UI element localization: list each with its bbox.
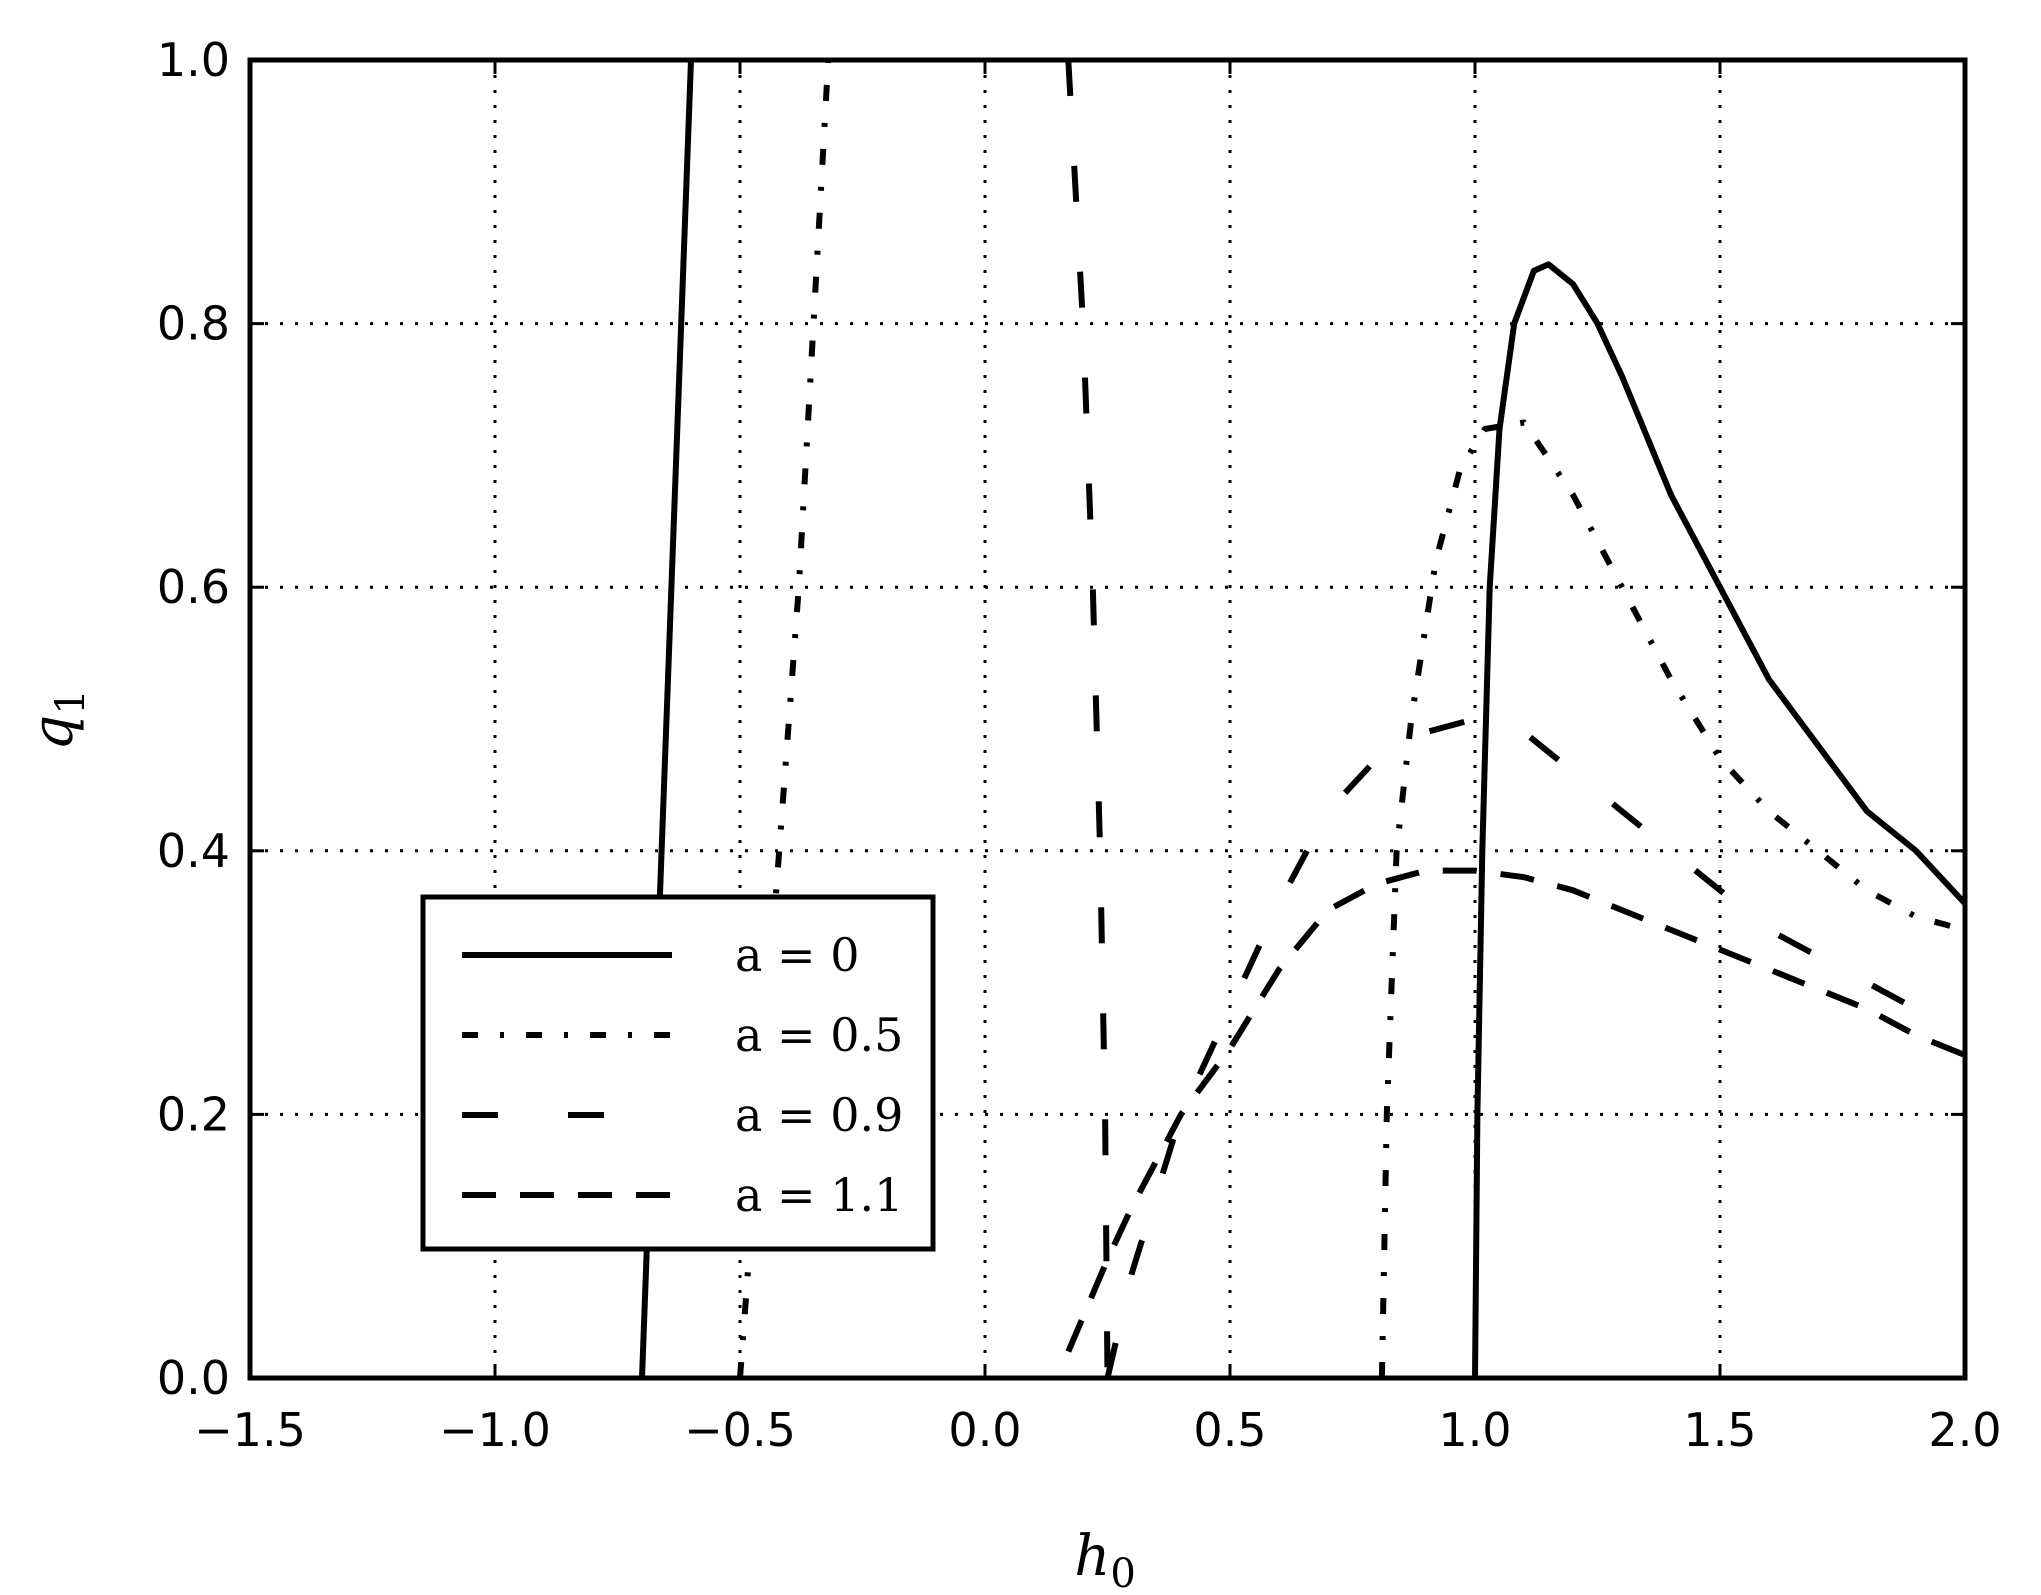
plot-frame [247,57,1968,1381]
legend-label: a = 0.5 [735,1008,903,1062]
y-tick-label: 1.0 [157,33,230,87]
y-tick-label: 0.6 [157,560,230,614]
legend-label: a = 1.1 [735,1168,903,1222]
series-line-a-0 [1472,261,1968,1379]
x-tick-label: −1.0 [439,1403,551,1457]
x-tick-label: −1.5 [194,1403,306,1457]
x-tick-label: 0.5 [1193,1403,1266,1457]
x-tick-label: 2.0 [1928,1403,2001,1457]
series-line-a-0-9 [1104,716,1967,1379]
legend-label: a = 0.9 [735,1088,903,1142]
y-axis-label: q1 [21,689,94,750]
axis-ticks [248,58,1967,1380]
x-axis-label: h0 [1074,1524,1136,1595]
x-tick-label: 0.0 [948,1403,1021,1457]
y-tick-label: 0.2 [157,1087,230,1141]
x-tick-label: 1.5 [1683,1403,1756,1457]
y-tick-label: 0.4 [157,824,230,878]
series-line-a-0-9 [1065,59,1111,1379]
legend-label: a = 0 [735,928,859,982]
series-line-a-1-1 [1065,867,1967,1353]
tick-labels: −1.5 −1.0 −0.5 0.0 0.5 1.0 1.5 2.0 0.0 0.2 0.4 0.6 0… [157,33,2002,1457]
legend: a = 0 a = 0.5 a = 0.9 a = 1.1 [420,894,936,1252]
y-tick-label: 0.8 [157,297,230,351]
y-tick-label: 0.0 [157,1351,230,1405]
x-tick-label: −0.5 [684,1403,796,1457]
series-line-a-0-5 [1378,419,1966,1379]
x-tick-label: 1.0 [1438,1403,1511,1457]
